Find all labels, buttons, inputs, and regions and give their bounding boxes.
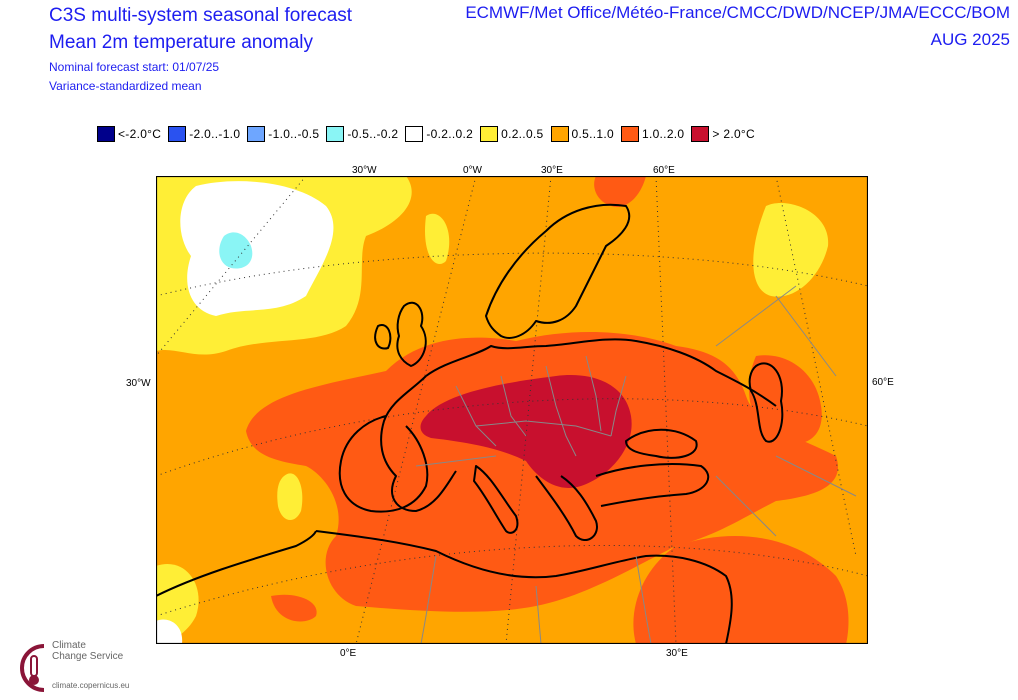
- anomaly-map: [156, 176, 868, 644]
- legend-swatch: [550, 126, 569, 142]
- anomaly-field-above-2.0: [420, 375, 632, 488]
- systems-label: ECMWF/Met Office/Météo-France/CMCC/DWD/N…: [465, 3, 1010, 22]
- title-line-2: Mean 2m temperature anomaly: [49, 32, 314, 53]
- method-label: Variance-standardized mean: [49, 79, 202, 93]
- anomaly-field-cyan: [219, 232, 253, 269]
- legend-swatch: [620, 126, 639, 142]
- anomaly-field-near-zero: [180, 181, 334, 316]
- anomaly-field-1.0-2.0-iberia-s: [271, 594, 317, 622]
- axis-label-bottom-30e: 30°E: [666, 648, 688, 659]
- country-borders: [415, 285, 857, 644]
- anomaly-field-1.0-2.0-caspian: [748, 355, 822, 445]
- anomaly-field-0.2-0.5-russia: [753, 202, 829, 297]
- legend-item: -0.5..-0.2: [326, 126, 398, 142]
- axis-label-bottom-0e: 0°E: [340, 648, 357, 659]
- logo-line-1: Climate: [52, 640, 86, 651]
- legend-swatch: [405, 126, 424, 142]
- anomaly-field-1.0-2.0-north: [594, 176, 646, 207]
- anomaly-field-1.0-2.0-africa: [633, 536, 849, 644]
- legend-label: -2.0..-1.0: [189, 127, 241, 141]
- logo-text: Climate Change Service: [52, 640, 123, 662]
- color-legend: <-2.0°C -2.0..-1.0 -1.0..-0.5 -0.5..-0.2 -0.…: [97, 125, 762, 143]
- period-label: AUG 2025: [930, 30, 1010, 49]
- legend-swatch: [326, 126, 345, 142]
- graticule: [156, 176, 868, 644]
- legend-swatch: [97, 126, 115, 142]
- logo-url: climate.copernicus.eu: [52, 681, 130, 690]
- coastlines: [156, 203, 784, 644]
- legend-label: > 2.0°C: [712, 127, 755, 141]
- axis-label-top-30w: 30°W: [352, 165, 377, 176]
- legend-label: -0.2..0.2: [426, 127, 474, 141]
- legend-item: > 2.0°C: [691, 126, 755, 142]
- legend-item: 0.5..1.0: [550, 126, 614, 142]
- legend-label: 0.2..0.5: [501, 127, 544, 141]
- axis-label-right-60e: 60°E: [872, 377, 894, 388]
- legend-item: 1.0..2.0: [620, 126, 685, 142]
- legend-label: -0.5..-0.2: [347, 127, 399, 141]
- legend-label: 0.5..1.0: [571, 127, 614, 141]
- legend-item: -1.0..-0.5: [247, 126, 319, 142]
- legend-label: 1.0..2.0: [641, 127, 685, 141]
- axis-label-top-60e: 60°E: [653, 165, 675, 176]
- legend-label: <-2.0°C: [118, 127, 162, 141]
- forecast-start: Nominal forecast start: 01/07/25: [49, 60, 220, 74]
- anomaly-field-0.2-0.5-morocco: [277, 473, 303, 521]
- legend-item: <-2.0°C: [97, 126, 161, 142]
- anomaly-field-white-sw: [156, 619, 183, 644]
- legend-label: -1.0..-0.5: [268, 127, 320, 141]
- legend-swatch: [480, 126, 499, 142]
- legend-item: 0.2..0.5: [480, 126, 543, 142]
- legend-item: -2.0..-1.0: [168, 126, 240, 142]
- legend-item: -0.2..0.2: [405, 126, 473, 142]
- anomaly-field-0.2-0.5-small: [425, 213, 450, 264]
- axis-label-top-30e: 30°E: [541, 165, 563, 176]
- logo-line-2: Change Service: [52, 651, 124, 662]
- title-line-1: C3S multi-system seasonal forecast: [49, 5, 353, 26]
- legend-swatch: [247, 126, 266, 142]
- copernicus-logo-icon: [20, 644, 45, 692]
- axis-label-top-0w: 0°W: [463, 165, 482, 176]
- legend-swatch: [168, 126, 187, 142]
- legend-swatch: [691, 126, 710, 142]
- axis-label-left-30w: 30°W: [126, 378, 151, 389]
